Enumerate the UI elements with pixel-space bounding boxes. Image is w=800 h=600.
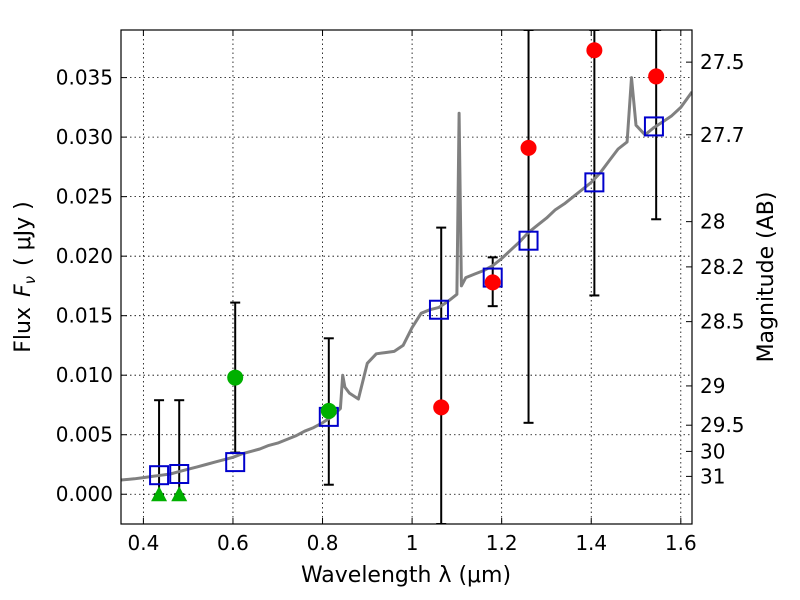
right-tick-label: 27.5 [700, 50, 745, 74]
y-axis-label-symbol: F [11, 284, 36, 297]
right-tick-label: 27.7 [700, 123, 745, 147]
model-photometry-square [518, 230, 539, 251]
y-tick-label: 0.010 [56, 363, 113, 387]
x-tick-label: 1.2 [486, 531, 518, 555]
measured-point [520, 139, 537, 156]
upper-limit-triangle [171, 486, 188, 502]
axes: 0.4 0.6 0.8 1 1.2 1.4 1.6 0.000 0.005 0.010 0.015 0… [56, 30, 745, 555]
plot-area [121, 30, 692, 524]
x-axis-label: Wavelength λ (μm) [301, 563, 511, 588]
right-axis-label: Magnitude (AB) [754, 192, 779, 363]
model-photometry-square [225, 452, 246, 473]
right-tick-label: 28.2 [700, 255, 745, 279]
plot-content [121, 30, 692, 524]
y-tick-label: 0.005 [56, 423, 113, 447]
y-tick-label: 0.025 [56, 185, 113, 209]
model-photometry-square [584, 172, 605, 193]
measured-point [320, 402, 337, 419]
y-tick-label: 0.030 [56, 125, 113, 149]
right-tick-label: 29 [700, 374, 725, 398]
right-tick-label: 28 [700, 210, 725, 234]
right-tick-label: 31 [700, 464, 725, 488]
y-axis-label-units: ( μJy ) [11, 201, 36, 266]
measured-point [484, 274, 501, 291]
measured-point [227, 369, 244, 386]
y-tick-label: 0.020 [56, 244, 113, 268]
right-tick-label: 28.5 [700, 310, 745, 334]
y-tick-label: 0.000 [56, 482, 113, 506]
y-axis-label-subscript: ν [21, 276, 39, 284]
spectrum-line [121, 76, 692, 482]
x-tick-label: 1 [406, 531, 419, 555]
y-tick-label: 0.035 [56, 66, 113, 90]
x-tick-label: 0.8 [307, 531, 339, 555]
x-tick-label: 0.4 [127, 531, 159, 555]
y-axis-label-prefix: Flux [11, 307, 36, 353]
model-photometry-square [643, 116, 664, 137]
measured-point [648, 68, 665, 85]
right-tick-label: 30 [700, 439, 725, 463]
upper-limit-triangle [151, 486, 168, 502]
right-tick-label: 29.5 [700, 413, 745, 437]
model-photometry-square [428, 299, 449, 320]
grid [121, 30, 692, 524]
x-tick-label: 1.4 [575, 531, 607, 555]
model-photometry-square [169, 464, 190, 485]
plot-frame [120, 29, 693, 525]
model-photometry-square [149, 465, 170, 486]
x-tick-label: 0.6 [217, 531, 249, 555]
measured-point [433, 399, 450, 416]
measured-point [586, 42, 603, 59]
x-tick-label: 1.6 [665, 531, 697, 555]
y-tick-label: 0.015 [56, 304, 113, 328]
y-axis-label: Flux Fν ( μJy ) [11, 201, 39, 352]
